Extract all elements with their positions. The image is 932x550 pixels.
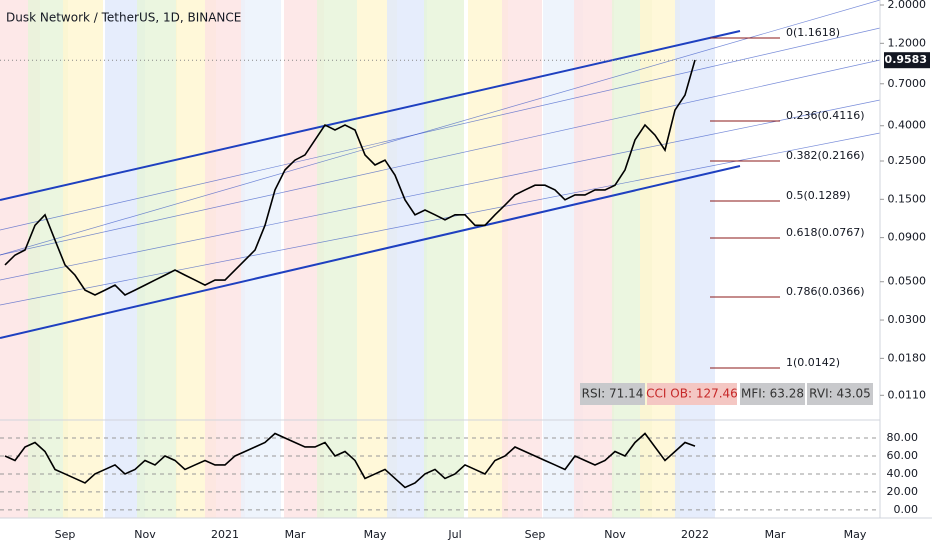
indicator-label: MFI: 63.28 — [741, 387, 804, 401]
indicator-box — [647, 383, 737, 405]
y-tick-label: 40.00 — [887, 467, 919, 480]
band — [675, 0, 715, 518]
fib-label: 0.382(0.2166) — [786, 149, 865, 162]
last-price-label: 0.9583 — [885, 53, 927, 66]
channel — [0, 0, 881, 339]
band — [387, 0, 427, 518]
fib-label: 0.236(0.4116) — [786, 109, 865, 122]
indicator-label: CCI OB: 127.46 — [646, 387, 738, 401]
x-tick-label: Mar — [765, 528, 786, 541]
y-tick-label: 0.0300 — [888, 313, 927, 326]
indicator-box — [740, 383, 805, 405]
x-tick-label: May — [364, 528, 387, 541]
x-tick-label: Mar — [285, 528, 306, 541]
y-tick-label: 0.1500 — [888, 192, 927, 205]
x-tick-label: 2021 — [211, 528, 239, 541]
x-tick-label: 2022 — [681, 528, 709, 541]
chart-title: Dusk Network / TetherUS, 1D, BINANCE — [6, 11, 241, 25]
price-line — [4, 59, 696, 296]
y-tick-label: 1.2000 — [888, 36, 927, 49]
band — [640, 0, 680, 518]
band — [137, 0, 177, 518]
indicator-box — [807, 383, 873, 405]
y-tick-label: 60.00 — [887, 449, 919, 462]
band — [502, 0, 542, 518]
band — [63, 0, 103, 518]
y-tick-label: 0.7000 — [888, 77, 927, 90]
band — [574, 0, 614, 518]
fib-label: 0.786(0.0366) — [786, 285, 865, 298]
band — [241, 0, 281, 518]
band — [424, 0, 464, 518]
x-tick-label: Sep — [55, 528, 76, 541]
y-tick-label: 0.0900 — [888, 231, 927, 244]
y-tick-label: 0.2500 — [888, 154, 927, 167]
price-line — [4, 432, 696, 489]
last-price-box — [884, 52, 930, 69]
y-tick-label: 0.00 — [894, 503, 919, 516]
x-tick-label: Jul — [447, 528, 461, 541]
y-tick-label: 0.4000 — [888, 119, 927, 132]
background-bands — [0, 0, 715, 518]
fib-label: 0(1.1618) — [786, 26, 840, 39]
band — [205, 0, 245, 518]
indicator-label: RVI: 43.05 — [809, 387, 871, 401]
x-tick-label: Nov — [604, 528, 626, 541]
fib-label: 0.5(0.1289) — [786, 189, 851, 202]
indicator-box — [580, 383, 645, 405]
fib-label: 0.618(0.0767) — [786, 226, 865, 239]
y-tick-label: 80.00 — [887, 431, 919, 444]
fib-label: 1(0.0142) — [786, 356, 840, 369]
x-tick-label: May — [844, 528, 867, 541]
y-tick-label: 0.0110 — [888, 388, 927, 401]
x-tick-label: Nov — [134, 528, 156, 541]
y-tick-label: 2.0000 — [888, 0, 927, 11]
indicator-label: RSI: 71.14 — [582, 387, 644, 401]
y-tick-label: 0.0180 — [888, 351, 927, 364]
x-tick-label: Sep — [525, 528, 546, 541]
y-tick-label: 20.00 — [887, 485, 919, 498]
y-tick-label: 0.0500 — [888, 275, 927, 288]
band — [28, 0, 68, 518]
